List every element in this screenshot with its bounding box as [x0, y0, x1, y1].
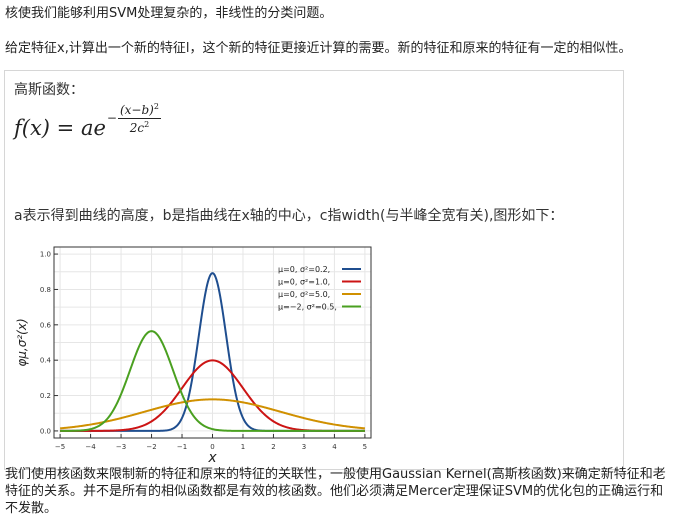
x-tick-label: −5: [55, 443, 65, 451]
series-curve: [60, 330, 365, 432]
gaussian-description: a表示得到曲线的高度，b是指曲线在x轴的中心，c指width(与半峰全宽有关),…: [14, 208, 564, 224]
y-tick-label: 0.8: [40, 286, 51, 294]
x-axis-ticks: −5 −4 −3 −2 −1 0 1 2 3 4 5: [55, 434, 367, 451]
gaussian-chart: −5 −4 −3 −2 −1 0 1 2 3 4 5 0.0 0.2 0.4 0.6 0.8 1.0 μ=0,…: [16, 246, 372, 465]
y-tick-label: 0.6: [40, 321, 52, 329]
gaussian-formula: f(x) = ae− (x−b)2 2c2: [14, 102, 161, 148]
formula-numerator: (x−b)2: [117, 102, 161, 119]
x-tick-label: 5: [363, 443, 367, 451]
series-curve: [60, 398, 365, 430]
x-tick-label: −4: [85, 443, 96, 451]
formula-exponent: − (x−b)2 2c2: [106, 102, 161, 135]
x-tick-label: −2: [146, 443, 156, 451]
legend-label: μ=−2, σ²=0.5,: [278, 303, 337, 312]
y-axis-ticks: 0.0 0.2 0.4 0.6 0.8 1.0: [40, 251, 58, 435]
chart-legend: μ=0, σ²=0.2, μ=0, σ²=1.0, μ=0, σ²=5.0, μ=−2…: [278, 265, 361, 312]
intro-paragraph: 核使我们能够利用SVM处理复杂的，非线性的分类问题。: [5, 6, 333, 21]
y-tick-label: 0.2: [40, 392, 51, 400]
formula-denominator: 2c2: [129, 120, 150, 135]
y-tick-label: 0.0: [40, 427, 51, 435]
x-tick-label: 0: [210, 443, 214, 451]
x-tick-label: −3: [116, 443, 126, 451]
legend-label: μ=0, σ²=5.0,: [278, 290, 330, 299]
chart-grid: [54, 247, 371, 438]
legend-label: μ=0, σ²=1.0,: [278, 278, 330, 287]
x-tick-label: −1: [177, 443, 187, 451]
x-tick-label: 2: [271, 443, 275, 451]
formula-lhs: f(x) = ae: [14, 116, 106, 140]
x-tick-label: 3: [302, 443, 306, 451]
x-tick-label: 1: [241, 443, 245, 451]
gaussian-heading: 高斯函数：: [14, 82, 84, 98]
chart-curves: [60, 272, 365, 432]
x-axis-label: x: [207, 450, 217, 465]
legend-label: μ=0, σ²=0.2,: [278, 265, 330, 274]
y-tick-label: 1.0: [40, 251, 51, 259]
y-axis-label: φμ,σ²(x): [16, 318, 29, 366]
y-tick-label: 0.4: [40, 357, 52, 365]
gaussian-panel: 高斯函数： f(x) = ae− (x−b)2 2c2 a表示得到曲线的高度，b是指…: [4, 70, 624, 470]
plot-frame: [53, 246, 372, 439]
x-tick-label: 4: [332, 443, 337, 451]
kernel-paragraph: 我们使用核函数来限制新的特征和原来的特征的关联性，一般使用Gaussian Ke…: [5, 467, 666, 516]
feature-paragraph: 给定特征x,计算出一个新的特征l，这个新的特征更接近计算的需要。新的特征和原来的…: [5, 41, 632, 56]
